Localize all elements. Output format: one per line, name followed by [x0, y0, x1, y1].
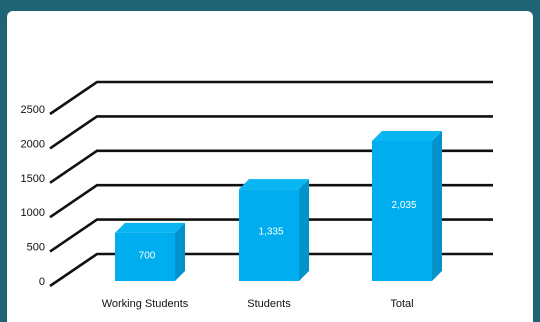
bar: [115, 232, 175, 281]
bar: [239, 189, 299, 281]
bar-top: [372, 130, 442, 141]
y-tick-label: 2500: [21, 104, 45, 116]
y-tick-label: 1000: [21, 207, 45, 219]
bar-side: [432, 130, 442, 281]
bars: 700 1,335 2,035: [115, 130, 442, 281]
gridline: [49, 183, 493, 219]
y-tick-label: 500: [27, 242, 45, 254]
bar-chart: 0 500 1000 1500 2000 2500 700 1,335 2,035 Worki…: [21, 80, 493, 310]
y-tick-label: 2000: [21, 138, 45, 150]
bar-side: [175, 222, 185, 281]
gridlines: [49, 80, 493, 288]
gridline: [49, 115, 493, 150]
x-category-label: Total: [390, 298, 413, 310]
bar-top: [115, 222, 185, 233]
bar-working-students: 700: [115, 222, 185, 281]
x-category-label: Working Students: [102, 298, 189, 310]
bar-value-label: 1,335: [258, 226, 283, 237]
bar-side: [299, 179, 309, 281]
x-category-label: Students: [247, 298, 291, 310]
bar: [372, 140, 432, 281]
y-axis-ticks: 0 500 1000 1500 2000 2500: [21, 104, 45, 288]
bar-students: 1,335: [239, 179, 309, 281]
bar-top: [239, 179, 309, 190]
category-labels: Working Students Students Total: [102, 298, 414, 310]
gridline: [49, 149, 493, 184]
gridline: [49, 252, 493, 288]
bar-value-label: 2,035: [391, 200, 416, 211]
y-tick-label: 1500: [21, 173, 45, 185]
chart-card: 0 500 1000 1500 2000 2500 700 1,335 2,035 Worki…: [7, 11, 533, 322]
bar-value-label: 700: [139, 251, 156, 262]
y-tick-label: 0: [39, 276, 45, 288]
gridline: [49, 218, 493, 253]
bar-total: 2,035: [372, 130, 442, 281]
gridline: [49, 80, 493, 116]
